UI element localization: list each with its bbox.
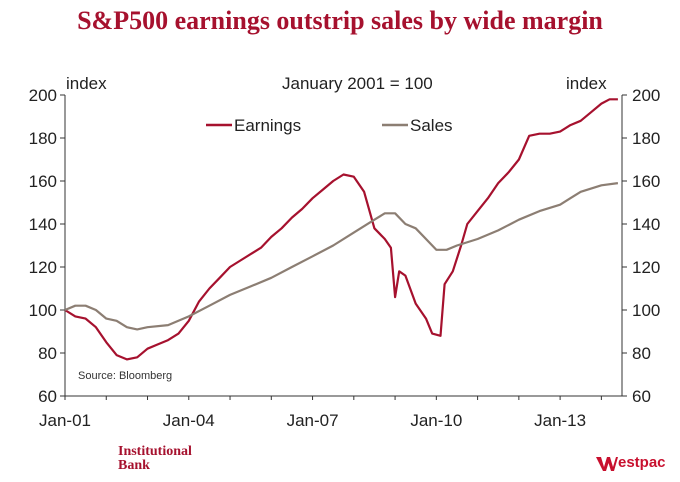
chart-legend: Earnings Sales (206, 116, 453, 135)
y-tick-label-right: 200 (632, 86, 660, 105)
legend-label-sales: Sales (410, 116, 453, 135)
y-tick-label-left: 100 (29, 301, 57, 320)
y-tick-label-right: 160 (632, 172, 660, 191)
logo-line-bank: Bank (118, 458, 150, 473)
y-tick-label-right: 180 (632, 129, 660, 148)
chart-axes: 60 60 80 80 100 100 120 120 140 140 160 160 180 180 20… (29, 86, 661, 430)
y-tick-label-left: 120 (29, 258, 57, 277)
chart-series (64, 98, 619, 361)
y-tick-label-right: 80 (632, 344, 651, 363)
westpac-logo: estpac (618, 454, 666, 471)
series-line-earnings (64, 98, 618, 361)
y-tick-label-left: 60 (38, 387, 57, 406)
x-tick-label: Jan-13 (534, 411, 586, 430)
y-tick-label-right: 140 (632, 215, 660, 234)
chart-subtitle: January 2001 = 100 (282, 74, 433, 93)
x-tick-label: Jan-01 (39, 411, 91, 430)
y-tick-label-right: 100 (632, 301, 660, 320)
legend-label-earnings: Earnings (234, 116, 301, 135)
y-axis-label-left: index (66, 74, 107, 93)
source-note: Source: Bloomberg (78, 370, 173, 382)
westpac-w-icon (596, 457, 618, 471)
x-tick-label: Jan-07 (287, 411, 339, 430)
y-tick-label-left: 80 (38, 344, 57, 363)
y-tick-label-left: 140 (29, 215, 57, 234)
logo-line-institutional: Institutional (118, 444, 192, 459)
y-tick-label-left: 180 (29, 129, 57, 148)
y-axis-label-right: index (566, 74, 607, 93)
series-line-sales (64, 182, 619, 331)
institutional-bank-logo: Institutional Bank (118, 445, 192, 473)
chart-title: S&P500 earnings outstrip sales by wide m… (77, 6, 603, 35)
y-tick-label-left: 200 (29, 86, 57, 105)
y-tick-label-right: 120 (632, 258, 660, 277)
y-tick-label-right: 60 (632, 387, 651, 406)
y-tick-label-left: 160 (29, 172, 57, 191)
x-tick-label: Jan-04 (163, 411, 215, 430)
x-tick-label: Jan-10 (410, 411, 462, 430)
